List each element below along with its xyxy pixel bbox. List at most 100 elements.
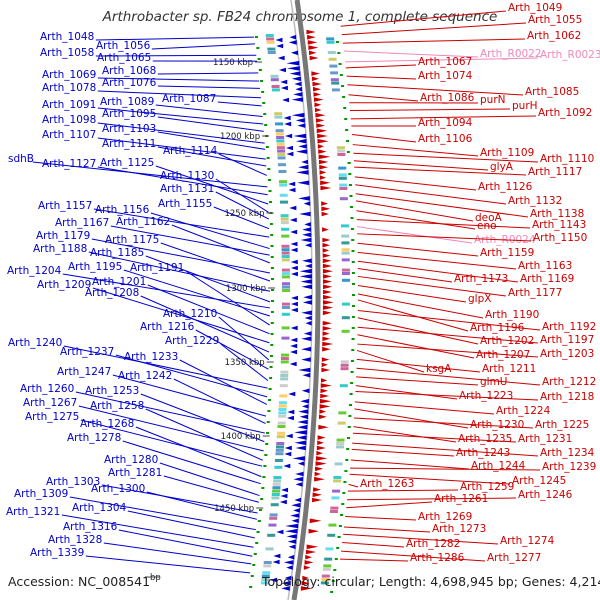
annotation-block	[275, 448, 284, 452]
forward-gene-mark	[314, 107, 322, 113]
right-gene-label: Arth_1235	[458, 433, 512, 445]
annotation-block	[337, 153, 346, 156]
reverse-gene-mark	[277, 55, 285, 61]
left-leader-line	[157, 85, 260, 89]
right-gene-label: Arth_1163	[518, 260, 572, 272]
reverse-gene-mark	[280, 493, 288, 499]
scale-tick-label: 1400 kbp	[221, 432, 261, 442]
left-leader-line	[63, 345, 268, 389]
reverse-gene-mark	[303, 331, 312, 336]
right-gene-label: Arth_1106	[418, 133, 473, 145]
left-gene-label: Arth_1125	[100, 157, 154, 169]
annotation-block	[270, 78, 279, 82]
forward-gene-mark	[319, 175, 327, 180]
green-tick	[250, 575, 254, 577]
annotation-block	[279, 183, 288, 187]
annotation-block	[270, 503, 279, 507]
left-gene-label: Arth_1321	[6, 506, 60, 518]
annotation-block	[275, 132, 284, 136]
left-gene-label: Arth_1316	[63, 521, 118, 533]
reverse-gene-mark	[290, 229, 298, 235]
green-tick	[270, 289, 274, 291]
reverse-gene-mark	[285, 523, 299, 529]
annotation-block	[269, 516, 278, 520]
right-leader-line	[357, 260, 519, 283]
annotation-block	[280, 374, 289, 377]
right-gene-label: Arth_1132	[508, 195, 562, 207]
forward-gene-mark	[321, 206, 331, 212]
left-gene-label: Arth_1157	[38, 200, 92, 212]
reverse-gene-mark	[305, 263, 312, 269]
right-gene-label: Arth_1211	[482, 363, 536, 375]
green-tick	[337, 536, 341, 538]
annotation-block	[321, 578, 330, 581]
reverse-gene-mark	[285, 133, 293, 139]
green-tick	[330, 591, 334, 593]
right-leader-line	[343, 50, 479, 58]
right-gene-label: Arth_1234	[540, 447, 595, 459]
annotation-block	[326, 40, 335, 44]
forward-gene-mark	[322, 253, 331, 258]
reverse-gene-mark	[296, 435, 307, 440]
annotation-block	[331, 496, 340, 500]
reverse-gene-mark	[295, 86, 302, 92]
annotation-block	[274, 115, 283, 119]
left-gene-label: Arth_1091	[42, 99, 96, 111]
annotation-block	[331, 81, 340, 85]
reverse-gene-mark	[293, 476, 304, 482]
forward-gene-mark	[307, 40, 318, 45]
right-leader-line	[344, 526, 431, 533]
reverse-gene-mark	[299, 274, 312, 279]
right-leader-line	[354, 176, 477, 191]
right-leader-line	[351, 133, 417, 143]
reverse-gene-mark	[301, 310, 312, 316]
forward-gene-mark	[322, 242, 331, 248]
annotation-block	[341, 278, 350, 282]
reverse-gene-mark	[273, 553, 281, 559]
right-gene-label: purH	[512, 100, 538, 112]
right-gene-label: ksgA	[426, 363, 452, 375]
right-leader-line	[356, 219, 531, 229]
left-leader-line	[185, 270, 270, 326]
annotation-block	[278, 408, 287, 411]
right-gene-label: Arth_1177	[508, 287, 562, 299]
left-gene-label: Arth_1195	[68, 261, 122, 273]
reverse-gene-mark	[295, 471, 304, 477]
left-leader-line	[32, 161, 268, 188]
green-tick	[349, 195, 353, 197]
left-gene-label: Arth_1280	[104, 454, 158, 466]
forward-gene-mark	[312, 497, 323, 503]
forward-gene-mark	[307, 34, 316, 40]
right-gene-label: Arth_1263	[360, 478, 414, 490]
annotation-block	[271, 496, 280, 500]
left-leader-line	[157, 131, 266, 150]
right-gene-label: Arth_1218	[540, 391, 594, 403]
green-tick	[347, 426, 351, 428]
reverse-gene-mark	[276, 43, 284, 49]
reverse-gene-mark	[294, 497, 302, 503]
annotation-block	[277, 149, 286, 153]
forward-gene-mark	[322, 346, 331, 352]
reverse-gene-mark	[295, 482, 303, 487]
left-gene-label: Arth_1114	[163, 145, 218, 157]
right-gene-label: Arth_1261	[434, 493, 488, 505]
forward-gene-mark	[315, 118, 325, 123]
green-tick	[265, 432, 269, 434]
forward-gene-mark	[319, 170, 327, 175]
annotation-block	[281, 248, 290, 252]
forward-gene-mark	[322, 263, 333, 269]
annotation-block	[276, 139, 285, 143]
green-tick	[263, 465, 267, 467]
annotation-block	[330, 78, 339, 82]
annotation-block	[280, 200, 289, 204]
reverse-gene-mark	[293, 92, 303, 97]
forward-gene-mark	[312, 86, 322, 92]
left-leader-line	[85, 555, 251, 574]
reverse-gene-mark	[290, 513, 300, 518]
forward-gene-mark	[322, 258, 332, 264]
left-gene-label: Arth_1068	[102, 65, 156, 77]
right-leader-line	[357, 334, 475, 359]
right-leader-line	[354, 408, 469, 429]
forward-gene-mark	[321, 357, 330, 362]
